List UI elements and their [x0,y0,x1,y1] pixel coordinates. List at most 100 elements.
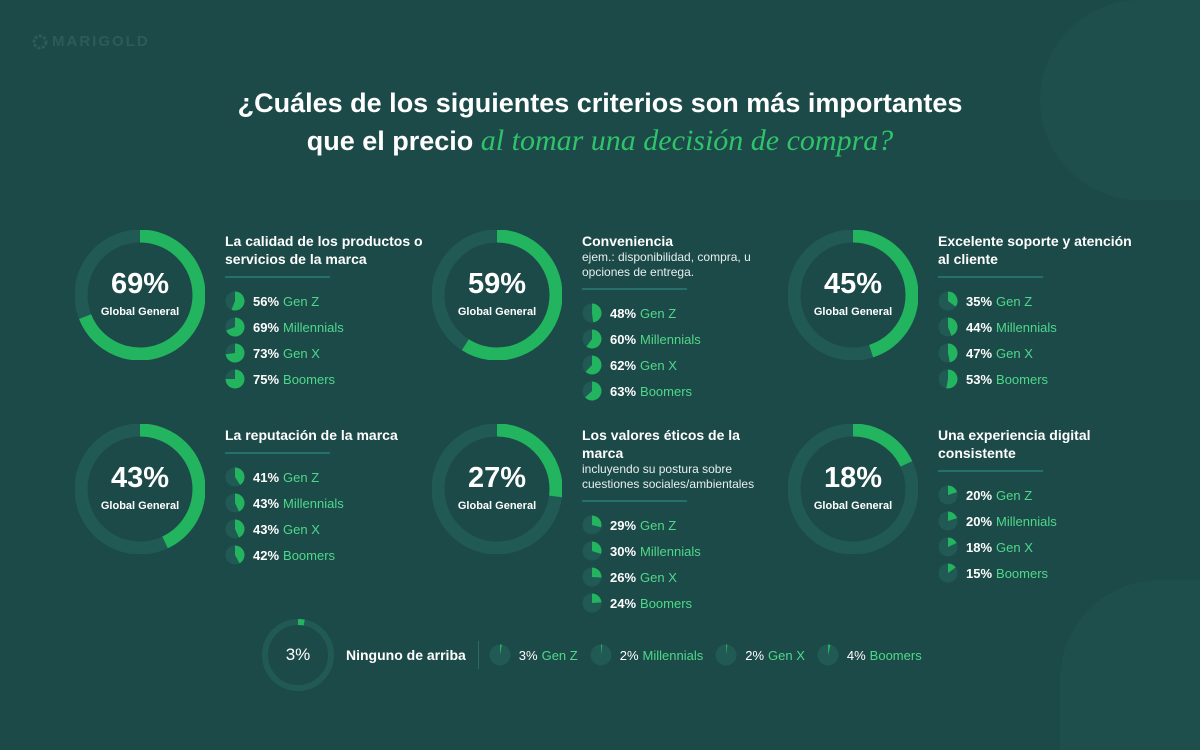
generation-value: 53% [966,371,993,387]
global-value: 59% [467,268,527,300]
mini-pie [938,511,958,531]
generation-value: 26% [610,569,637,585]
criterion-block: 59% Global General Conveniencia ejem.: d… [432,230,782,420]
generation-row: 43% Millennials [225,490,425,516]
generation-label: Boomers [996,371,1049,387]
mini-pie [225,519,245,539]
criterion-title: Conveniencia [582,233,674,249]
generation-value: 4% [846,647,866,663]
generation-row: 56% Gen Z [225,288,425,314]
generation-row: 20% Gen Z [938,482,1138,508]
mini-pie [582,541,602,561]
generation-label: Millennials [283,495,344,511]
generation-value: 2% [619,647,639,663]
criterion-info: La reputación de la marca 41% Gen Z 43% Mil… [225,426,425,568]
mini-pie [582,303,602,323]
page-title: ¿Cuáles de los siguientes criterios son … [0,84,1200,160]
criterion-block: 45% Global General Excelente soporte y a… [788,230,1138,420]
criterion-block: 69% Global General La calidad de los pro… [75,230,425,420]
pie-slice [592,593,602,603]
generation-list: 41% Gen Z 43% Millennials 43% Gen X 42% Boomers [225,464,425,568]
generation-value: 43% [253,521,280,537]
title-plain: que el precio [306,126,474,156]
generation-label: Gen X [640,569,677,585]
pie-slice [499,644,502,655]
generation-label: Boomers [869,647,922,663]
donut-arc [75,424,205,554]
generation-value: 24% [610,595,637,611]
none-donut-chart [262,619,334,691]
generation-row: 29% Gen Z [582,512,782,538]
criterion-info: Conveniencia ejem.: disponibilidad, comp… [582,232,782,404]
global-donut [75,230,205,360]
generation-label: Millennials [996,513,1057,529]
logo-text: MARIGOLD [52,33,150,50]
global-value: 45% [823,268,883,300]
mini-pie [225,317,245,337]
generation-label: Millennials [283,319,344,335]
generation-row: 15% Boomers [938,560,1138,586]
mini-pie [582,593,602,613]
pie-slice [946,369,958,389]
generation-value: 75% [253,371,280,387]
mini-pie [938,369,958,389]
criterion-info: Excelente soporte y atención al cliente … [938,232,1138,392]
generation-row: 53% Boomers [938,366,1138,392]
generation-value: 30% [610,543,637,559]
pie-slice [226,317,245,337]
global-value: 69% [110,268,170,300]
generation-label: Gen X [768,647,805,663]
generation-label: Gen X [283,345,320,361]
donut-arc [75,230,205,360]
none-generation-item: 3% Gen Z [489,644,578,666]
generation-row: 44% Millennials [938,314,1138,340]
global-value: 27% [467,462,527,494]
pie-slice [948,563,956,573]
mini-pie [225,369,245,389]
generation-value: 60% [610,331,637,347]
generation-label: Boomers [640,383,693,399]
generation-label: Gen Z [541,647,578,663]
generation-row: 63% Boomers [582,378,782,404]
mini-pie [938,485,958,505]
generation-label: Millennials [642,647,704,663]
title-line-1: ¿Cuáles de los siguientes criterios son … [237,88,963,118]
generation-label: Millennials [996,319,1057,335]
generation-value: 47% [966,345,993,361]
generation-row: 35% Gen Z [938,288,1138,314]
generation-value: 20% [966,487,993,503]
mini-pie [938,317,958,337]
divider [225,452,330,454]
none-of-above-row: 3% Ninguno de arriba 3% Gen Z 2% Millennial… [260,617,934,693]
global-label: Global General [100,500,180,512]
donut-arc [432,230,562,360]
mini-pie [582,355,602,375]
pie-slice [592,303,602,323]
criterion-block: 18% Global General Una experiencia digit… [788,424,1138,614]
divider [582,500,687,502]
pie-slice [225,343,245,363]
generation-row: 26% Gen X [582,564,782,590]
mini-pie [715,644,737,666]
divider [477,641,479,669]
criterion-subtitle: incluyendo su postura sobre cuestiones s… [582,462,755,491]
pie-slice [592,567,602,578]
divider [938,470,1043,472]
global-donut [432,230,562,360]
mini-pie [938,291,958,311]
global-donut [75,424,205,554]
mini-pie [938,537,958,557]
criterion-block: 43% Global General La reputación de la m… [75,424,425,614]
brand-logo: MARIGOLD [32,33,150,50]
title-line-2: que el precio al tomar una decisión de c… [0,122,1200,160]
global-value: 43% [110,462,170,494]
none-generation-item: 4% Boomers [817,644,922,666]
generation-row: 75% Boomers [225,366,425,392]
generation-label: Gen Z [283,469,320,485]
generation-list: 29% Gen Z 30% Millennials 26% Gen X 24% Boomers [582,512,782,616]
generation-label: Boomers [283,371,336,387]
generation-value: 20% [966,513,993,529]
pie-slice [827,644,831,655]
mini-pie [225,545,245,565]
none-generation-item: 2% Gen X [715,644,805,666]
